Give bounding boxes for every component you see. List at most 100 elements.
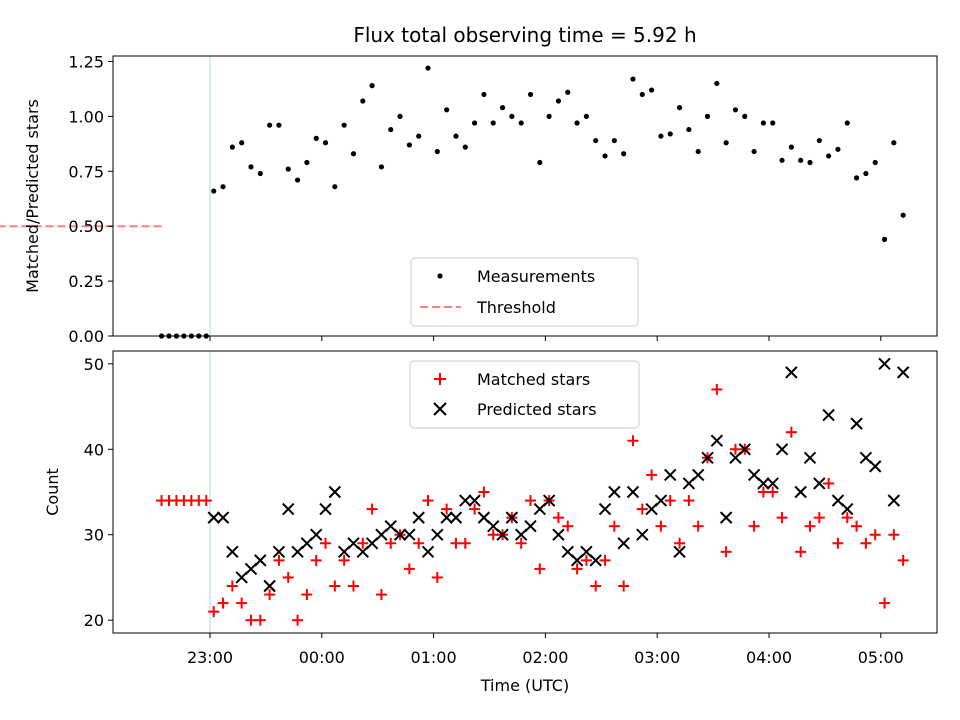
top-y-tick-label: 0.75 <box>68 162 104 181</box>
predicted-star-point <box>841 502 854 516</box>
measurement-point <box>397 113 403 119</box>
measurement-point <box>742 113 748 119</box>
matched-star-point <box>236 597 248 609</box>
predicted-star-point <box>785 366 798 379</box>
top-y-tick-label: 0.25 <box>68 272 104 291</box>
x-tick-label: 05:00 <box>858 648 904 667</box>
predicted-star-point <box>552 528 565 541</box>
top-legend-box <box>410 257 639 327</box>
matched-star-point <box>897 554 909 566</box>
predicted-star-point <box>822 408 835 422</box>
measurement-point <box>900 212 906 218</box>
measurement-point <box>229 144 235 150</box>
chart-title: Flux total observing time = 5.92 h <box>353 23 696 47</box>
predicted-star-point <box>794 485 807 499</box>
measurement-point <box>239 140 245 146</box>
measurement-point <box>416 133 422 139</box>
measurement-point <box>565 89 571 95</box>
legend-measurements-label: Measurements <box>477 267 595 286</box>
predicted-star-point <box>757 477 770 490</box>
matched-star-point <box>841 512 853 524</box>
matched-star-point <box>329 580 341 592</box>
predicted-star-point <box>310 528 323 541</box>
matched-star-point <box>320 537 332 549</box>
matched-star-point <box>459 537 471 549</box>
predicted-star-point <box>691 468 705 482</box>
measurement-point <box>537 159 543 166</box>
matched-star-point <box>683 495 695 507</box>
measurement-point <box>881 236 888 242</box>
bottom-legend: Matched stars Predicted stars <box>409 360 640 429</box>
measurement-point <box>378 164 385 170</box>
predicted-star-point <box>459 494 472 507</box>
predicted-star-point <box>701 451 714 465</box>
predicted-star-point <box>412 511 425 524</box>
matched-star-point <box>208 606 220 618</box>
measurement-point <box>257 170 263 177</box>
measurement-point <box>770 120 776 126</box>
matched-star-point <box>627 435 639 447</box>
measurement-point <box>462 144 468 150</box>
measurement-point <box>211 188 217 194</box>
bottom-legend-box <box>409 360 640 429</box>
measurement-point <box>714 80 720 87</box>
measurement-point <box>779 157 785 163</box>
x-tick-label: 04:00 <box>746 648 792 667</box>
measurement-point <box>481 91 487 98</box>
matched-star-point <box>357 537 369 549</box>
predicted-star-point <box>775 443 789 456</box>
legend-matched-label: Matched stars <box>477 370 590 389</box>
measurement-point <box>658 133 664 139</box>
legend-predicted-label: Predicted stars <box>477 400 597 419</box>
matched-star-point <box>888 529 900 541</box>
matched-star-point <box>599 554 611 566</box>
predicted-star-point <box>468 494 481 507</box>
predicted-star-point <box>216 511 230 524</box>
matched-star-point <box>534 563 546 575</box>
measurement-point <box>555 98 562 104</box>
matched-star-point <box>879 597 891 609</box>
predicted-star-point <box>869 460 882 473</box>
bottom-y-tick-label: 30 <box>84 526 104 545</box>
measurement-point <box>732 107 739 113</box>
measurement-point <box>686 126 692 133</box>
matched-star-point <box>264 589 276 601</box>
measurement-point <box>490 120 496 126</box>
predicted-star-point <box>496 528 509 541</box>
matched-star-point <box>487 529 499 541</box>
predicted-star-point <box>664 468 677 482</box>
legend-matched-marker <box>434 373 446 385</box>
matched-star-point <box>795 546 807 558</box>
measurement-point <box>546 113 552 119</box>
matched-star-point <box>413 537 425 549</box>
matched-star-point <box>729 443 741 455</box>
matched-star-point <box>860 537 872 549</box>
predicted-star-point <box>654 494 668 507</box>
measurement-point <box>220 184 226 190</box>
measurement-point <box>751 148 757 155</box>
measurement-point <box>807 159 813 166</box>
x-axis-label: Time (UTC) <box>480 676 569 695</box>
predicted-star-point <box>226 545 239 559</box>
matched-star-point <box>422 495 434 507</box>
predicted-star-point <box>542 494 556 507</box>
measurement-point <box>630 76 636 82</box>
matched-star-point <box>431 571 443 583</box>
predicted-star-point <box>598 502 612 516</box>
matched-star-point <box>776 512 788 524</box>
measurement-point <box>602 153 608 159</box>
x-tick-label: 01:00 <box>411 648 457 667</box>
measurement-point <box>304 159 310 166</box>
measurement-point <box>583 113 589 119</box>
measurement-point <box>676 105 683 111</box>
matched-star-point <box>441 503 453 515</box>
measurement-point <box>639 91 645 98</box>
bottom-y-axis: 20 30 40 50 <box>84 355 113 630</box>
measurement-point <box>434 148 440 155</box>
predicted-star-point <box>524 519 537 533</box>
measurement-point <box>704 113 711 119</box>
measurement-point <box>453 133 459 139</box>
matched-star-point <box>226 580 238 592</box>
measurement-point <box>760 120 767 126</box>
